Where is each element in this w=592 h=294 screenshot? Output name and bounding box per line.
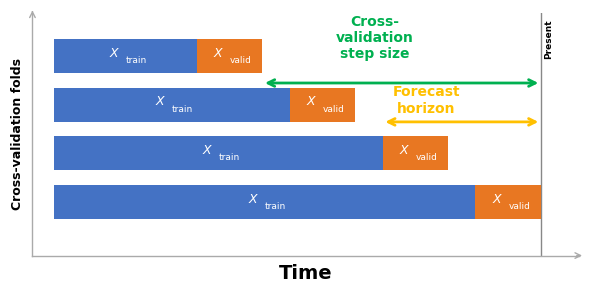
Text: Present: Present	[544, 20, 553, 59]
Text: $X$: $X$	[248, 193, 259, 206]
Text: $X$: $X$	[305, 96, 317, 108]
Text: valid: valid	[509, 202, 530, 211]
Bar	[54, 185, 475, 219]
Bar	[197, 39, 262, 73]
Text: $X$: $X$	[491, 193, 503, 206]
Bar	[475, 185, 541, 219]
Text: $X$: $X$	[202, 144, 213, 157]
Bar	[382, 136, 448, 171]
Bar	[289, 88, 355, 122]
Text: valid: valid	[322, 105, 344, 114]
Text: train: train	[172, 105, 193, 114]
Text: Forecast
horizon: Forecast horizon	[392, 86, 460, 116]
Bar	[54, 88, 289, 122]
Text: $X$: $X$	[109, 47, 120, 60]
Text: valid: valid	[416, 153, 437, 162]
Bar	[54, 39, 197, 73]
Text: $X$: $X$	[213, 47, 224, 60]
Text: train: train	[218, 153, 240, 162]
Bar	[54, 136, 382, 171]
Text: valid: valid	[229, 56, 251, 65]
Text: $X$: $X$	[398, 144, 410, 157]
Text: Cross-
validation
step size: Cross- validation step size	[335, 15, 413, 61]
X-axis label: Time: Time	[279, 264, 333, 283]
Text: train: train	[126, 56, 147, 65]
Text: train: train	[265, 202, 286, 211]
Y-axis label: Cross-validation folds: Cross-validation folds	[11, 58, 24, 210]
Text: $X$: $X$	[155, 96, 166, 108]
